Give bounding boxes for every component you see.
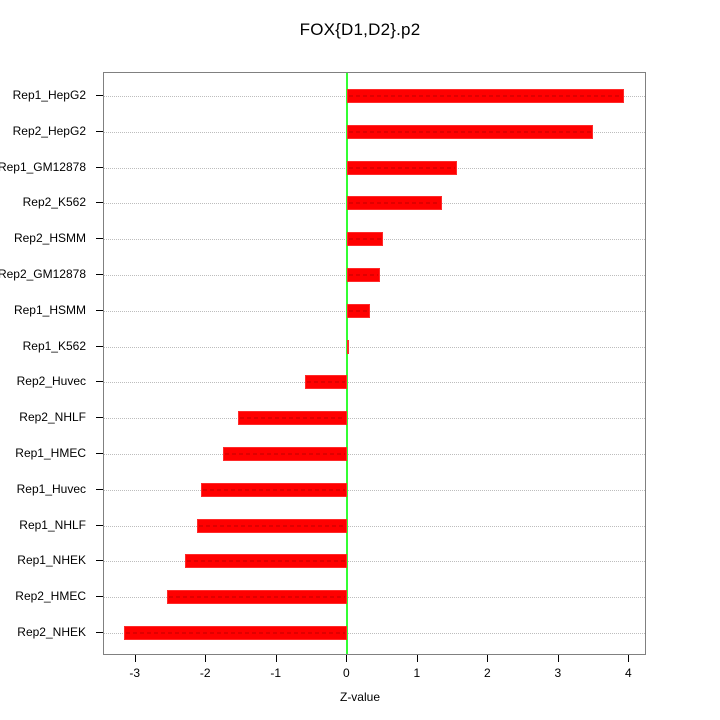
- plot-area: [103, 72, 646, 655]
- x-axis-tick: [346, 655, 348, 662]
- x-axis-label: 2: [483, 666, 491, 680]
- y-axis-label: Rep1_NHLF: [19, 517, 86, 532]
- bar: [347, 303, 370, 318]
- y-axis-tick: [96, 202, 103, 204]
- zero-reference-line: [346, 73, 349, 654]
- y-axis-label: Rep2_K562: [22, 195, 86, 210]
- y-axis-tick: [96, 309, 103, 311]
- bar: [347, 232, 384, 247]
- chart-title: FOX{D1,D2}.p2: [299, 20, 421, 39]
- bar: [237, 411, 348, 426]
- x-axis-tick: [134, 655, 136, 662]
- gridline: [104, 382, 645, 384]
- bar: [185, 554, 348, 569]
- y-axis-tick-labels: Rep1_HepG2 Rep2_HepG2 Rep1_GM12878 Rep2_K56…: [0, 72, 96, 655]
- y-axis-tick-marks: [96, 72, 103, 655]
- x-axis-tick: [205, 655, 207, 662]
- bar: [347, 89, 625, 103]
- x-axis-label: -2: [199, 666, 211, 680]
- y-axis-label: Rep2_NHLF: [19, 410, 86, 425]
- x-axis-label: 4: [625, 666, 632, 680]
- y-axis-tick: [96, 560, 103, 562]
- y-axis-label: Rep1_K562: [22, 338, 86, 353]
- y-axis-label: Rep2_HSMM: [13, 231, 86, 246]
- bar: [123, 626, 348, 640]
- bar: [347, 339, 350, 354]
- y-axis-label: Rep1_GM12878: [0, 159, 86, 174]
- y-axis-label: Rep1_HepG2: [12, 88, 86, 102]
- bar: [223, 447, 348, 461]
- x-axis-tick: [628, 655, 630, 662]
- y-axis-tick: [96, 95, 103, 96]
- y-axis-label: Rep2_HepG2: [12, 123, 86, 138]
- y-axis-tick: [96, 417, 103, 419]
- x-axis-title: Z-value: [339, 690, 380, 704]
- y-axis-label: Rep1_HSMM: [13, 302, 86, 317]
- bar: [166, 590, 348, 605]
- y-axis-tick: [96, 130, 103, 132]
- x-axis-label: -1: [270, 666, 282, 680]
- x-axis-label: 0: [342, 666, 350, 680]
- x-axis-label: 1: [413, 666, 421, 680]
- gridline: [104, 633, 645, 634]
- y-axis-tick: [96, 524, 103, 526]
- gridline: [104, 418, 645, 420]
- x-axis-tick: [487, 655, 489, 662]
- bar: [304, 375, 348, 390]
- y-axis-tick: [96, 166, 103, 168]
- y-axis-label: Rep2_HMEC: [15, 589, 86, 604]
- y-axis-label: Rep2_Huvec: [16, 374, 86, 389]
- bar: [197, 518, 348, 533]
- bar: [347, 196, 442, 211]
- y-axis-tick: [96, 238, 103, 240]
- y-axis-tick: [96, 381, 103, 383]
- gridline: [104, 597, 645, 599]
- y-axis-label: Rep2_NHEK: [17, 625, 86, 639]
- y-axis-tick: [96, 596, 103, 598]
- x-axis-label: -3: [129, 666, 141, 680]
- y-axis-label: Rep1_NHEK: [17, 553, 86, 568]
- bar: [347, 268, 381, 282]
- gridline: [104, 346, 645, 348]
- y-axis-tick: [96, 453, 103, 454]
- bar: [347, 124, 594, 139]
- gridline: [104, 310, 645, 312]
- plot-inner: [104, 73, 645, 654]
- gridline: [104, 561, 645, 563]
- y-axis-tick: [96, 274, 103, 275]
- x-axis-tick: [416, 655, 418, 662]
- x-axis-tick-labels: -3 -2 -1 0 1 2 3 4: [103, 666, 646, 684]
- x-axis-tick: [557, 655, 559, 662]
- y-axis-tick: [96, 632, 103, 633]
- y-axis-label: Rep1_HMEC: [15, 446, 86, 460]
- y-axis-tick: [96, 488, 103, 490]
- y-axis-label: Rep1_Huvec: [16, 481, 86, 496]
- gridline: [104, 525, 645, 527]
- y-axis-tick: [96, 345, 103, 347]
- bar: [200, 482, 348, 497]
- gridline: [104, 454, 645, 455]
- gridline: [104, 489, 645, 491]
- y-axis-label: Rep2_GM12878: [0, 267, 86, 281]
- x-axis-tick: [275, 655, 277, 662]
- bar: [347, 160, 458, 175]
- x-axis-label: 3: [554, 666, 562, 680]
- x-axis-tick-marks: [103, 655, 646, 663]
